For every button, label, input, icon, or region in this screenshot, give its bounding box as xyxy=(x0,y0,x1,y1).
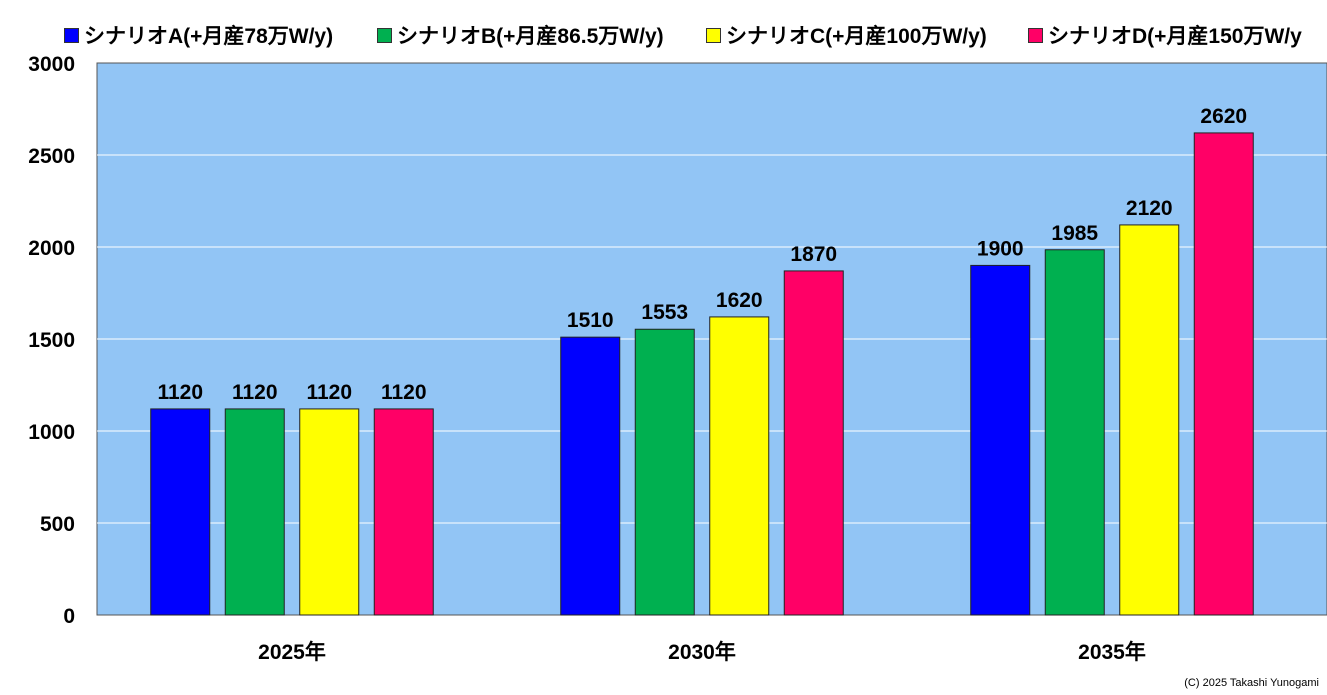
bar xyxy=(634,328,695,616)
bar xyxy=(1119,224,1180,616)
data-label: 1510 xyxy=(567,309,614,332)
copyright: (C) 2025 Takashi Yunogami xyxy=(1184,677,1319,689)
legend-item: シナリオC(+月産100万W/y) xyxy=(706,20,987,50)
data-label: 2120 xyxy=(1126,197,1173,220)
bar xyxy=(373,408,434,616)
y-tick-label: 500 xyxy=(40,513,75,536)
data-label: 1620 xyxy=(716,289,763,312)
y-tick-label: 3000 xyxy=(28,53,75,76)
legend-swatch xyxy=(64,27,79,43)
data-label: 1985 xyxy=(1051,222,1098,245)
bar xyxy=(150,408,211,616)
legend-label: シナリオD(+月産150万W/y xyxy=(1048,25,1302,48)
legend-label: シナリオB(+月産86.5万W/y) xyxy=(397,25,664,48)
legend-label: シナリオA(+月産78万W/y) xyxy=(84,25,334,48)
legend-swatch xyxy=(1028,27,1043,43)
y-tick-label: 2500 xyxy=(28,145,75,168)
x-tick-label: 2035年 xyxy=(1078,640,1146,664)
data-label: 1120 xyxy=(381,381,427,404)
data-label: 1870 xyxy=(790,243,837,266)
y-tick-label: 2000 xyxy=(28,237,75,260)
bar xyxy=(1193,132,1254,616)
x-tick-label: 2030年 xyxy=(668,640,736,664)
bar xyxy=(560,336,621,616)
data-label: 2620 xyxy=(1200,105,1247,128)
y-tick-label: 1500 xyxy=(28,329,75,352)
bar xyxy=(299,408,360,616)
legend-swatch xyxy=(706,27,721,43)
y-tick-label: 0 xyxy=(63,605,75,628)
data-label: 1900 xyxy=(977,237,1024,260)
legend-item: シナリオD(+月産150万W/y xyxy=(1028,20,1302,50)
data-label: 1120 xyxy=(232,381,278,404)
legend-label: シナリオC(+月産100万W/y) xyxy=(726,25,987,48)
legend-swatch xyxy=(377,27,392,43)
data-label: 1553 xyxy=(641,301,688,324)
bar xyxy=(783,270,844,616)
bar xyxy=(709,316,770,616)
data-label: 1120 xyxy=(306,381,352,404)
bar xyxy=(224,408,285,616)
bar xyxy=(1044,249,1105,616)
legend-item: シナリオB(+月産86.5万W/y) xyxy=(377,20,664,50)
legend-item: シナリオA(+月産78万W/y) xyxy=(64,20,333,50)
bar xyxy=(970,264,1031,616)
x-tick-label: 2025年 xyxy=(258,640,326,664)
y-tick-label: 1000 xyxy=(28,421,75,444)
data-label: 1120 xyxy=(157,381,203,404)
